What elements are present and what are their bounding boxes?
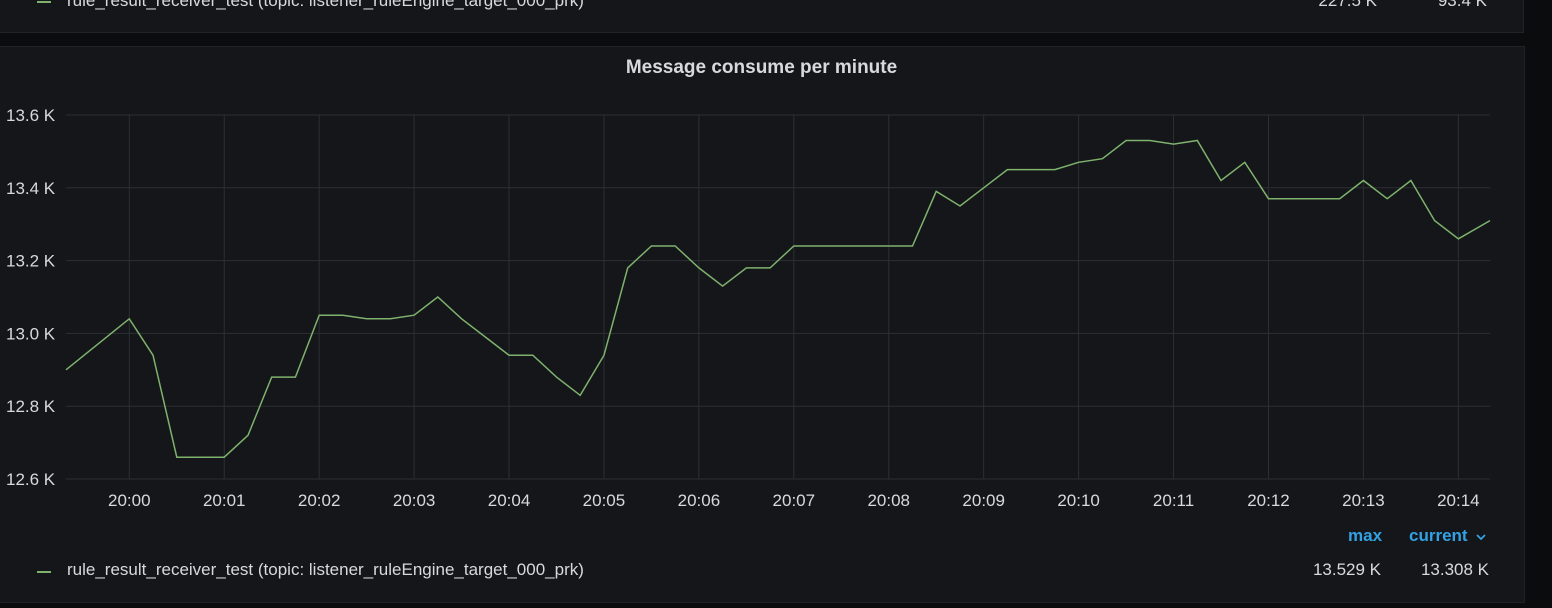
x-tick-label: 20:11 — [1153, 491, 1194, 510]
series-color-swatch — [37, 1, 51, 3]
series-line — [65, 139, 1491, 458]
x-tick-label: 20:05 — [583, 491, 626, 510]
x-tick-label: 20:04 — [488, 491, 531, 510]
legend-max-value: 13.529 K — [1312, 560, 1381, 579]
y-tick-label: 13.4 K — [6, 179, 56, 198]
legend-current-value: 93.4 K — [1437, 0, 1487, 10]
x-tick-label: 20:12 — [1247, 491, 1290, 510]
y-tick-label: 12.6 K — [6, 470, 56, 489]
legend-current-value: 13.308 K — [1420, 560, 1489, 579]
x-tick-label: 20:14 — [1437, 491, 1480, 510]
x-tick-label: 20:03 — [393, 491, 436, 510]
y-tick-label: 12.8 K — [6, 397, 56, 416]
x-tick-label: 20:10 — [1057, 491, 1100, 510]
legend-header-current[interactable]: current — [1409, 526, 1486, 546]
x-tick-label: 20:02 — [298, 491, 341, 510]
previous-panel: rule_result_receiver_test (topic: listen… — [0, 0, 1524, 33]
chevron-down-icon — [1476, 526, 1486, 546]
y-tick-label: 13.0 K — [6, 324, 56, 343]
legend-series-name[interactable]: rule_result_receiver_test (topic: listen… — [67, 0, 584, 10]
y-tick-label: 13.6 K — [6, 106, 56, 125]
x-tick-label: 20:01 — [203, 491, 246, 510]
legend-max-value: 227.5 K — [1318, 0, 1377, 10]
x-tick-label: 20:09 — [962, 491, 1005, 510]
y-tick-label: 13.2 K — [6, 252, 56, 271]
x-tick-label: 20:07 — [773, 491, 816, 510]
series-color-swatch — [37, 571, 51, 573]
x-tick-label: 20:00 — [108, 491, 151, 510]
x-tick-label: 20:06 — [678, 491, 721, 510]
x-tick-label: 20:08 — [867, 491, 910, 510]
x-tick-label: 20:13 — [1342, 491, 1385, 510]
legend-header-max[interactable]: max — [1348, 526, 1383, 545]
panel-title[interactable]: Message consume per minute — [625, 57, 898, 78]
line-chart: 13.6 K 13.4 K 13.2 K 13.0 K 12.8 K 12.6 K 20:… — [6, 106, 1491, 510]
legend-header-current-label: current — [1409, 526, 1468, 545]
legend-series-name[interactable]: rule_result_receiver_test (topic: listen… — [67, 560, 584, 579]
